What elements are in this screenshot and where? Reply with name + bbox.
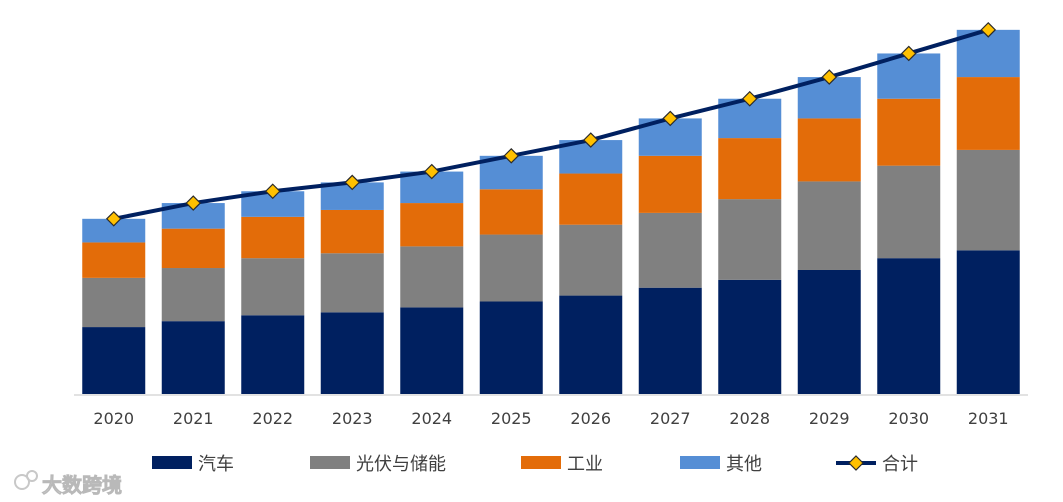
legend-swatch-0	[152, 456, 192, 469]
bar-2020-series-1	[82, 277, 146, 328]
bar-2022-series-1	[241, 258, 305, 316]
bar-2028-series-1	[718, 199, 782, 280]
bar-2031-series-2	[956, 77, 1020, 150]
legend-label-0: 汽车	[198, 454, 234, 475]
x-tick-2021: 2021	[173, 409, 214, 428]
x-tick-2020: 2020	[93, 409, 134, 428]
bar-2027-series-1	[638, 212, 702, 288]
bar-2021-series-2	[161, 228, 225, 269]
total-point-2024	[423, 163, 440, 180]
x-tick-labels: 2020 2021 2022 2023 2024 2025 2026 2027 2028 2029…	[93, 409, 1008, 428]
bar-2023-series-0	[320, 312, 384, 394]
total-point-2023	[344, 174, 361, 191]
watermark-text: 大数跨境	[42, 473, 122, 497]
total-point-2021	[185, 195, 202, 211]
x-tick-2022: 2022	[252, 409, 293, 428]
total-point-2027	[662, 110, 679, 127]
total-point-2031	[980, 21, 997, 38]
total-line-group	[105, 21, 997, 227]
bar-2023-series-1	[320, 253, 384, 313]
total-point-2028	[741, 90, 758, 107]
total-point-2030	[900, 45, 917, 62]
bar-2020-series-3	[82, 218, 146, 243]
bar-2028-series-0	[718, 279, 782, 394]
bar-2031-series-1	[956, 149, 1020, 251]
legend-swatch-total-marker	[848, 455, 864, 471]
x-tick-2031: 2031	[968, 409, 1009, 428]
x-tick-2030: 2030	[888, 409, 929, 428]
bar-2030-series-2	[877, 98, 941, 166]
bar-2031-series-0	[956, 250, 1020, 394]
legend-label-total: 合计	[882, 454, 918, 475]
bar-2024-series-1	[400, 246, 464, 308]
total-series-line	[113, 27, 989, 221]
x-tick-2025: 2025	[491, 409, 532, 428]
total-point-2029	[821, 69, 838, 85]
legend-label-3: 其他	[726, 454, 762, 475]
bar-2027-series-2	[638, 155, 702, 213]
legend: 汽车 光伏与储能 工业 其他 合计	[152, 454, 918, 475]
bar-2028-series-2	[718, 138, 782, 200]
bar-2030-series-0	[877, 258, 941, 394]
bar-2021-series-0	[161, 321, 225, 394]
bar-2022-series-2	[241, 216, 305, 259]
bar-2025-series-2	[479, 189, 543, 235]
x-tick-2028: 2028	[729, 409, 770, 428]
legend-swatch-3	[680, 456, 720, 469]
x-tick-2024: 2024	[411, 409, 452, 428]
bar-2029-series-2	[797, 118, 861, 182]
bar-2022-series-0	[241, 315, 305, 394]
x-tick-2029: 2029	[809, 409, 850, 428]
bar-2020-series-0	[82, 327, 146, 394]
bar-2029-series-1	[797, 181, 861, 270]
watermark-logo-icon	[14, 470, 38, 490]
bar-2026-series-1	[559, 224, 623, 296]
total-point-2026	[582, 132, 599, 148]
bar-2025-series-0	[479, 301, 543, 394]
bar-2025-series-1	[479, 234, 543, 302]
bar-2029-series-0	[797, 269, 861, 394]
bar-2026-series-0	[559, 295, 623, 394]
legend-label-1: 光伏与储能	[356, 454, 446, 475]
total-point-2025	[503, 147, 520, 164]
bar-2030-series-1	[877, 165, 941, 259]
bar-2020-series-2	[82, 242, 146, 278]
bars-group	[82, 29, 1020, 394]
x-tick-2023: 2023	[332, 409, 373, 428]
bar-2026-series-2	[559, 173, 623, 225]
x-tick-2027: 2027	[650, 409, 691, 428]
bar-2027-series-0	[638, 287, 702, 394]
bar-2023-series-2	[320, 209, 384, 254]
total-point-2020	[105, 210, 122, 227]
bar-2024-series-2	[400, 203, 464, 247]
legend-label-2: 工业	[567, 454, 603, 475]
legend-swatch-1	[310, 456, 350, 469]
legend-swatch-2	[521, 456, 561, 469]
bar-2024-series-0	[400, 307, 464, 394]
x-tick-2026: 2026	[570, 409, 611, 428]
bar-2021-series-1	[161, 268, 225, 322]
watermark: 大数跨境	[14, 470, 122, 497]
total-point-2022	[264, 183, 281, 200]
